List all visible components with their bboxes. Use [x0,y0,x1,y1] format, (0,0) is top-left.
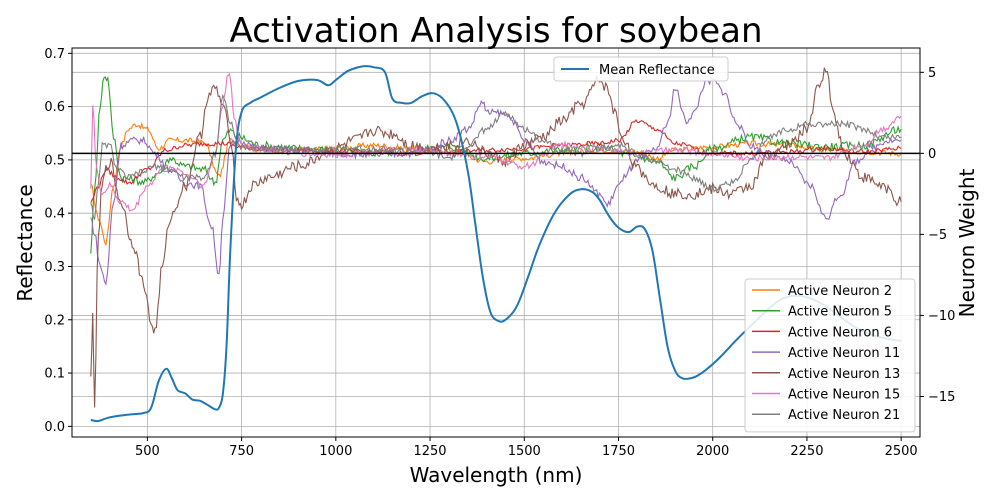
active-neuron-2-line [90,121,902,247]
active-neuron-5-line [90,76,902,254]
y-tick-label: 0.0 [44,420,65,435]
x-tick-label: 2250 [790,444,823,459]
x-tick-label: 1500 [508,444,541,459]
legend-lower-box [744,278,916,433]
y-axis-label: Reflectance [13,184,37,301]
legend-label-active-neuron-5: Active Neuron 5 [788,305,892,320]
x-tick-label: 1250 [413,444,446,459]
chart-title: Activation Analysis for soybean [230,11,763,51]
y-tick-label: 0.2 [44,313,65,328]
legend-label-active-neuron-6: Active Neuron 6 [788,325,892,340]
y-tick-label: 0.6 [44,100,65,115]
y-tick-label: 0.4 [44,207,65,222]
legend-upper: Mean Reflectance [553,56,729,82]
x-axis-label: Wavelength (nm) [410,463,583,487]
y-tick-label: 0.3 [44,260,65,275]
legend-label-active-neuron-15: Active Neuron 15 [788,388,900,403]
x-tick-label: 1000 [319,444,352,459]
legend-label-active-neuron-13: Active Neuron 13 [788,367,900,382]
x-tick-label: 1750 [602,444,635,459]
y-tick-label: 0.1 [44,367,65,382]
x-tick-label: 750 [229,444,254,459]
legend-upper-box [553,56,729,82]
y2-tick-label: −10 [928,309,955,324]
active-neuron-6-line [90,119,902,203]
legend-lower: Active Neuron 2 Active Neuron 5 Active Neu… [744,278,916,433]
x-tick-label: 500 [135,444,160,459]
y-tick-label: 0.7 [44,47,65,62]
active-neuron-11-line [90,76,902,286]
x-tick-label: 2000 [696,444,729,459]
legend-label-mean-reflectance: Mean Reflectance [599,63,715,78]
plot-layer [72,65,920,423]
legend-label-active-neuron-11: Active Neuron 11 [788,346,900,361]
x-tick-label: 2500 [885,444,918,459]
legend-label-active-neuron-2: Active Neuron 2 [788,284,892,299]
y2-tick-label: 5 [928,66,936,81]
legend-label-active-neuron-21: Active Neuron 21 [788,408,900,423]
y2-tick-label: 0 [928,147,936,162]
y2-tick-label: −15 [928,390,955,405]
y-tick-label: 0.5 [44,153,65,168]
active-neuron-15-line [90,72,902,212]
active-neuron-21-line [90,93,902,221]
axis-layer: 500 750 1000 1250 1500 1750 2000 2250 2500 0.0 0.1… [44,47,955,459]
mean-reflectance-line [90,65,902,423]
y2-tick-label: −5 [928,228,947,243]
y2-axis-label: Neuron Weight [955,169,979,318]
plot-frame [71,47,921,438]
